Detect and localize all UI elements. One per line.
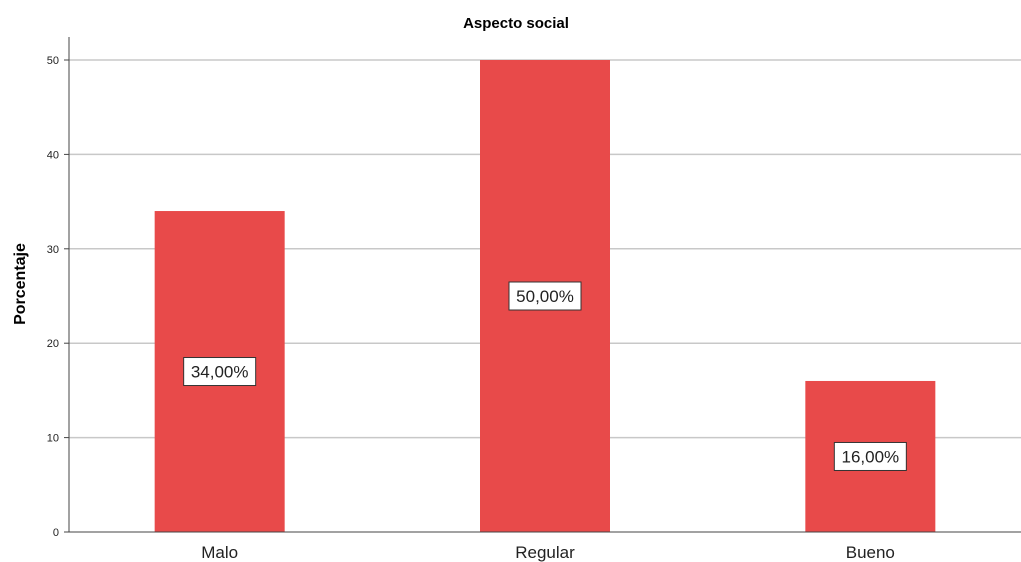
data-label: 34,00% [183, 357, 257, 387]
x-tick-label: Regular [515, 543, 575, 562]
data-label-text: 50,00% [516, 287, 574, 306]
data-label-box [508, 281, 582, 311]
y-tick-label: 50 [47, 55, 59, 67]
y-axis-label: Porcentaje [12, 243, 29, 325]
y-tick-label: 10 [47, 433, 59, 445]
y-tick-label: 20 [47, 338, 59, 350]
y-tick-label: 40 [47, 149, 59, 161]
x-tick-label: Malo [201, 543, 238, 562]
data-label: 16,00% [833, 441, 907, 471]
data-label-text: 34,00% [191, 363, 249, 382]
data-label: 50,00% [508, 281, 582, 311]
data-label-box [833, 441, 907, 471]
y-tick-label: 0 [53, 527, 59, 539]
y-tick-label: 30 [47, 244, 59, 256]
data-label-text: 16,00% [841, 447, 899, 466]
x-tick-label: Bueno [846, 543, 895, 562]
chart-title: Aspecto social [463, 15, 569, 32]
data-label-box [183, 357, 257, 387]
